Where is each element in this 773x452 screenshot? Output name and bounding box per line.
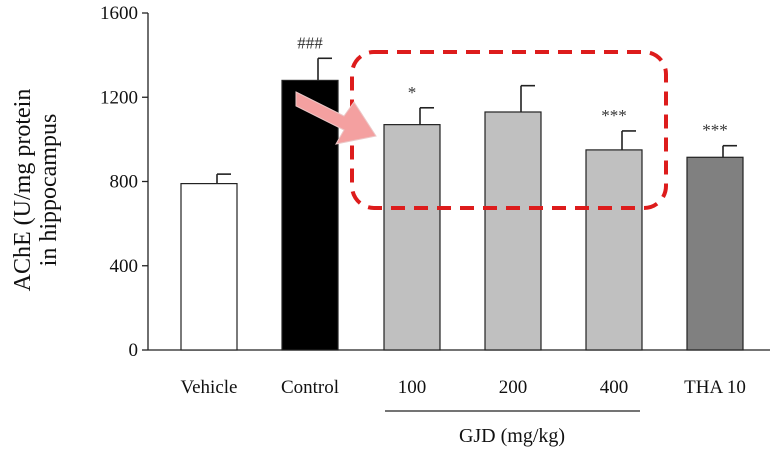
significance-marker: * [408,83,417,102]
y-tick-label: 800 [110,172,139,193]
bar [686,156,744,351]
highlight-arrow [295,91,377,145]
bar [180,183,238,351]
y-axis-label-line1: AChE (U/mg protein [10,89,36,292]
bar [281,79,339,351]
category-labels: Vehicle Control 100 200 400 THA 10 [181,377,746,398]
category-label: 100 [398,377,427,398]
y-tick-label: 0 [129,340,139,361]
significance-marker: ### [297,33,323,52]
y-tick-label: 1600 [100,3,138,24]
y-axis-label-line2: in hippocampus [36,114,62,267]
y-tick-label: 1200 [100,87,138,108]
y-tick-label: 400 [110,256,139,277]
significance-marker: *** [601,106,627,125]
bars [180,57,744,351]
category-label: 400 [600,377,629,398]
annotations: ###******* [295,33,728,412]
group-label: GJD (mg/kg) [459,425,565,447]
bar [484,111,542,351]
bar [585,149,643,351]
category-label: Control [281,377,339,398]
y-axis: 0 400 800 1200 1600 [100,3,770,361]
category-label: THA 10 [684,377,746,398]
category-label: Vehicle [181,377,238,398]
category-label: 200 [499,377,528,398]
significance-marker: *** [702,121,728,140]
bar [383,124,441,351]
